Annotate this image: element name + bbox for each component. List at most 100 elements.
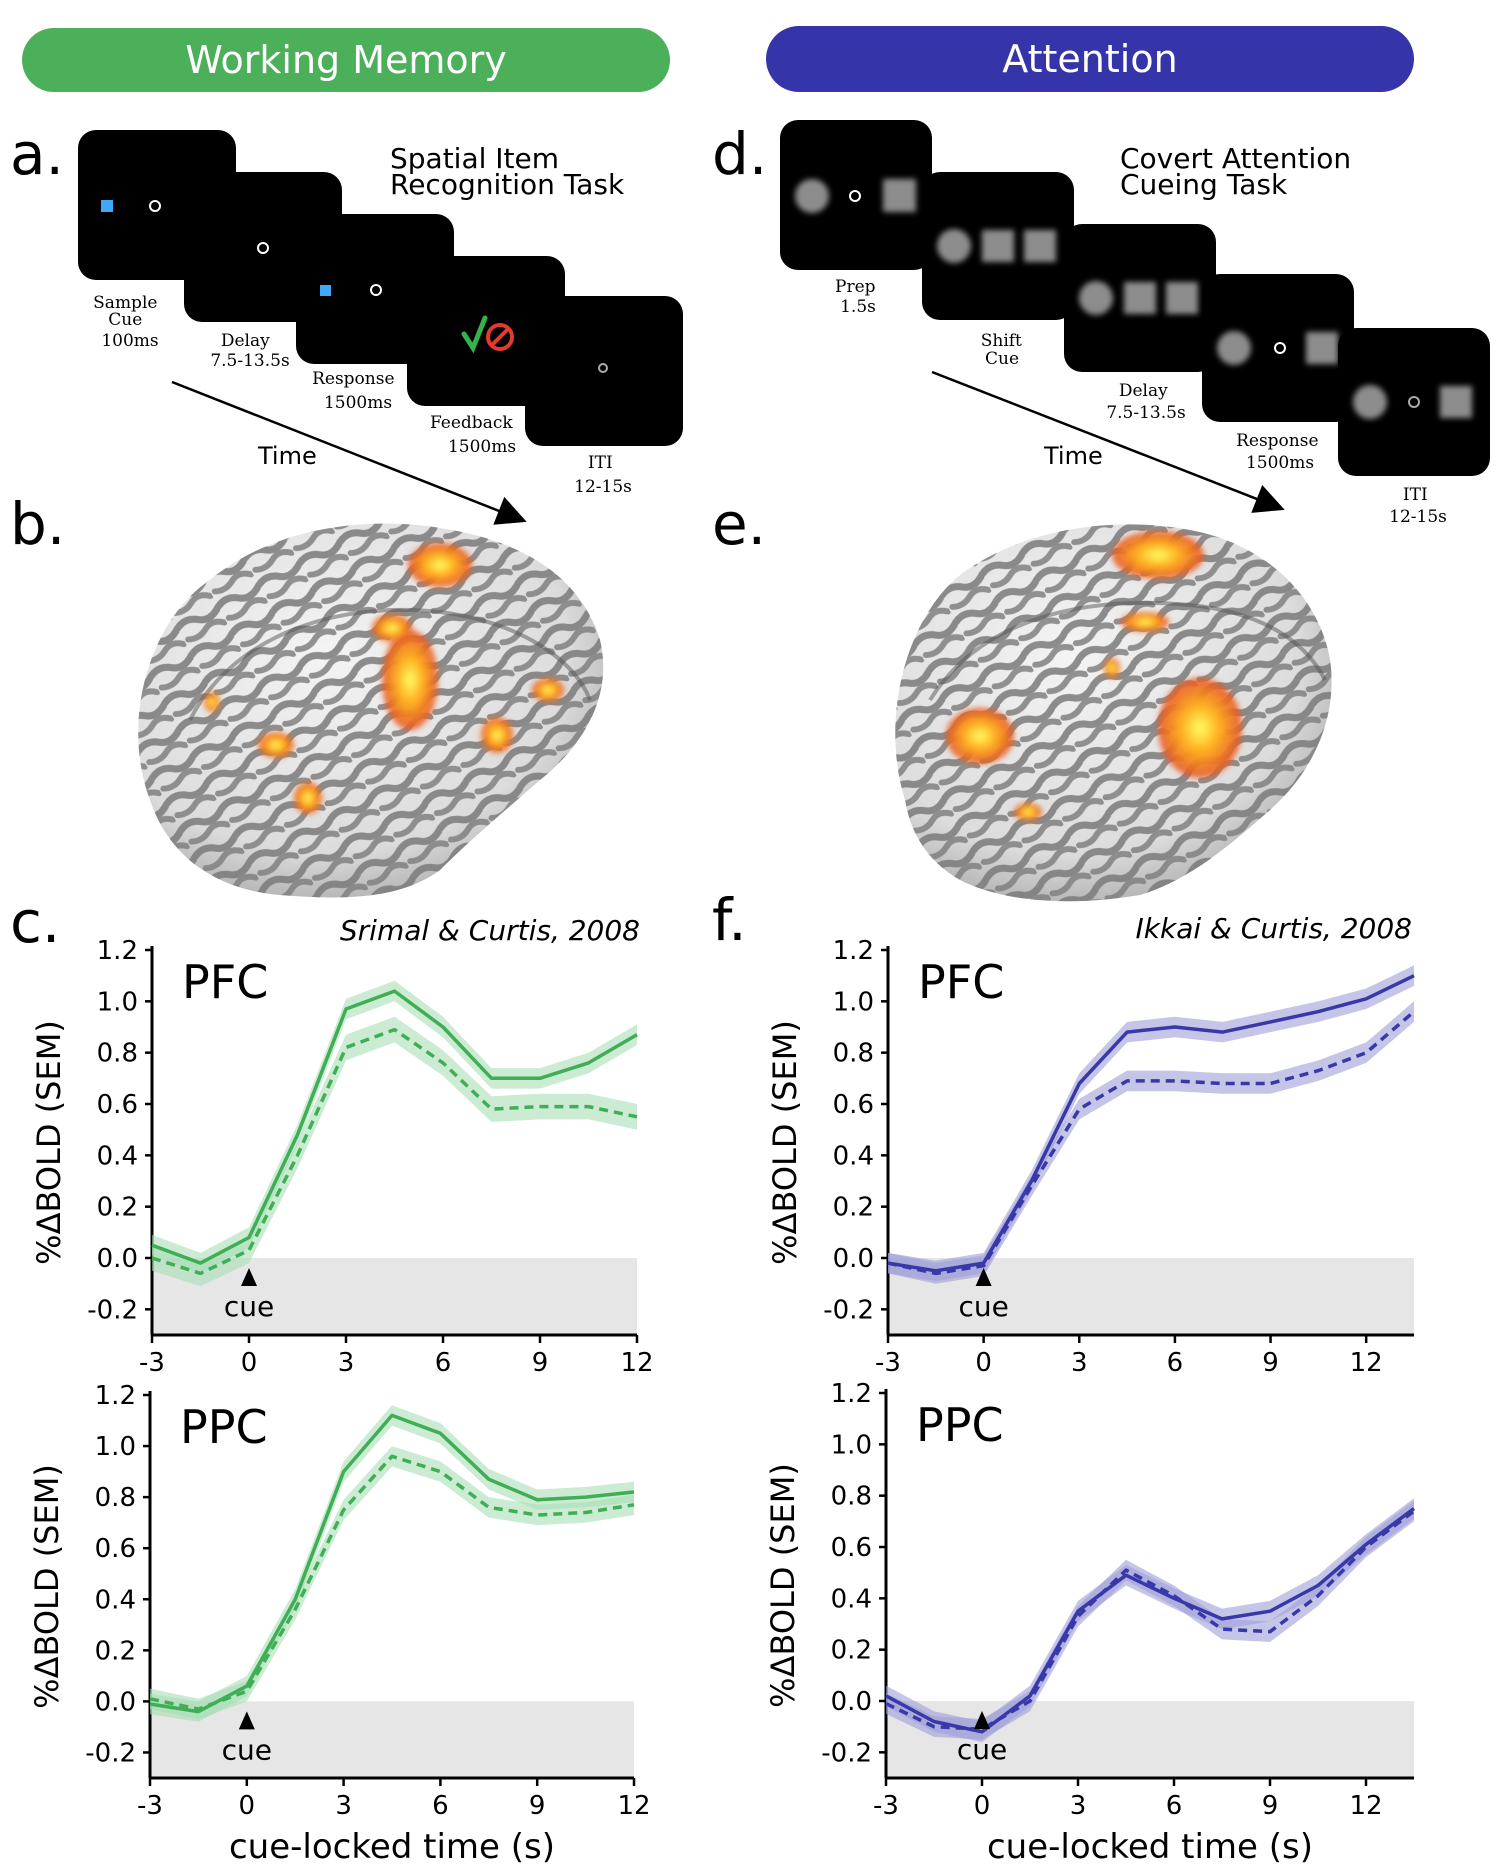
series-line-dashed	[151, 1027, 638, 1276]
activation-blob	[1112, 531, 1204, 579]
y-tick-label: 0.4	[97, 1141, 138, 1171]
series-line-solid	[149, 1413, 635, 1714]
att-label-shift-cue: Shift Cue	[981, 331, 1028, 369]
x-tick-label: 6	[1167, 1348, 1184, 1378]
y-tick-label: 0.0	[95, 1687, 136, 1717]
blurred-square-stimulus	[982, 230, 1014, 262]
activation-blob	[258, 732, 294, 758]
series-line-dashed	[885, 1509, 1416, 1731]
wm-label-sample: Sample Cue 100ms	[93, 293, 163, 351]
activation-blob	[382, 630, 438, 730]
sem-band-solid	[888, 965, 1414, 1282]
x-tick-label: -3	[137, 1791, 163, 1821]
y-tick-label: 0.2	[831, 1636, 872, 1666]
checkmark-icon	[461, 315, 488, 354]
att-label-delay: Delay 7.5-13.5s	[1106, 381, 1185, 423]
chart-wm-ppc: 1.2 1.0 0.8 0.6 0.4 0.2 0.0 -0.2-3 0 3 6 9 12 %ΔBOLD …	[28, 1381, 651, 1867]
x-tick-label: 6	[1166, 1791, 1183, 1821]
activation-blob	[408, 543, 472, 587]
below-baseline-region	[150, 1701, 634, 1778]
x-tick-label: 3	[1070, 1791, 1087, 1821]
y-tick-label: 0.2	[95, 1636, 136, 1666]
y-tick-label: 0.4	[95, 1585, 136, 1615]
cue-label: cue	[957, 1733, 1007, 1766]
y-tick-label: 1.2	[833, 936, 874, 966]
y-tick-label: 0.0	[833, 1244, 874, 1274]
att-frame-delay	[1064, 224, 1216, 372]
wm-frame-iti	[525, 296, 683, 446]
blurred-circle-stimulus	[1217, 331, 1251, 365]
activation-blob	[294, 782, 322, 814]
y-axis-label: %ΔBOLD (SEM)	[764, 1463, 802, 1708]
y-tick-label: 0.8	[831, 1482, 872, 1512]
att-label-iti: ITI 12-15s	[1389, 485, 1447, 527]
x-tick-label: 12	[1349, 1791, 1382, 1821]
blurred-square-stimulus	[1440, 386, 1472, 418]
blurred-square-stimulus	[1306, 332, 1338, 364]
series-line-dashed	[149, 1454, 635, 1711]
y-tick-label: 0.8	[95, 1483, 136, 1513]
activation-blob	[1104, 658, 1120, 678]
activation-blob	[372, 614, 412, 642]
x-tick-label: -3	[875, 1348, 901, 1378]
cue-label: cue	[222, 1733, 272, 1766]
wm-label-response: Response 1500ms	[312, 369, 400, 413]
y-axis-label: %ΔBOLD (SEM)	[30, 1020, 68, 1265]
y-tick-label: -0.2	[85, 1738, 136, 1768]
x-tick-label: 6	[432, 1791, 449, 1821]
att-time-label: Time	[1043, 442, 1103, 470]
x-tick-label: -3	[139, 1348, 165, 1378]
fixation-point	[370, 284, 382, 296]
series-line-solid	[885, 1507, 1416, 1734]
panel-letter-c: c.	[10, 888, 60, 956]
y-tick-label: 0.4	[831, 1584, 872, 1614]
y-tick-label: 1.2	[831, 1379, 872, 1409]
activation-blob	[204, 692, 220, 712]
series-line-solid	[151, 989, 638, 1265]
y-tick-label: 0.0	[97, 1244, 138, 1274]
x-tick-label: 9	[532, 1348, 549, 1378]
wm-label-iti: ITI 12-15s	[574, 453, 632, 497]
y-tick-label: 0.2	[97, 1193, 138, 1223]
blue-target-square	[101, 200, 113, 212]
blurred-square-stimulus	[1166, 282, 1198, 314]
y-tick-label: 0.6	[833, 1090, 874, 1120]
y-tick-label: 1.0	[95, 1432, 136, 1462]
x-tick-label: 9	[1262, 1348, 1279, 1378]
no-entry-icon	[486, 323, 514, 351]
below-baseline-region	[152, 1258, 637, 1335]
cue-marker-icon	[975, 1268, 992, 1286]
cue-marker-icon	[241, 1268, 257, 1286]
panel-letter-a: a.	[10, 120, 64, 188]
chart-title: PFC	[918, 955, 1004, 1009]
panel-letter-e: e.	[712, 490, 766, 558]
y-tick-label: -0.2	[821, 1738, 872, 1768]
wm-time-arrow	[171, 380, 527, 525]
y-tick-label: 0.6	[97, 1090, 138, 1120]
att-time-arrow	[931, 370, 1285, 513]
y-tick-label: 0.8	[97, 1039, 138, 1069]
att-label-response: Response 1500ms	[1236, 431, 1324, 473]
att-label-prep: Prep 1.5s	[835, 277, 881, 317]
y-tick-label: 1.2	[97, 936, 138, 966]
activation-blob	[1014, 803, 1042, 821]
x-tick-label: 0	[975, 1348, 992, 1378]
activation-blob	[532, 678, 564, 702]
wm-label-feedback: Feedback 1500ms	[430, 413, 518, 457]
x-tick-label: 12	[617, 1791, 650, 1821]
wm-time-label: Time	[257, 442, 317, 470]
x-tick-label: 0	[241, 1348, 258, 1378]
y-axis-label: %ΔBOLD (SEM)	[766, 1020, 804, 1265]
blurred-circle-stimulus	[795, 179, 829, 213]
fixation-point	[1274, 342, 1286, 354]
cue-marker-icon	[974, 1711, 990, 1729]
attention-banner	[766, 26, 1414, 92]
x-axis-label: cue-locked time (s)	[229, 1827, 555, 1867]
sem-band-dashed	[888, 1001, 1414, 1284]
x-tick-label: 0	[239, 1791, 256, 1821]
panel-letter-b: b.	[10, 490, 65, 558]
blurred-circle-stimulus	[1353, 385, 1387, 419]
chart-attention-pfc: 1.2 1.0 0.8 0.6 0.4 0.2 0.0 -0.2-3 0 3 6 9 12 %ΔBOLD …	[766, 936, 1416, 1378]
x-tick-label: 12	[1350, 1348, 1383, 1378]
